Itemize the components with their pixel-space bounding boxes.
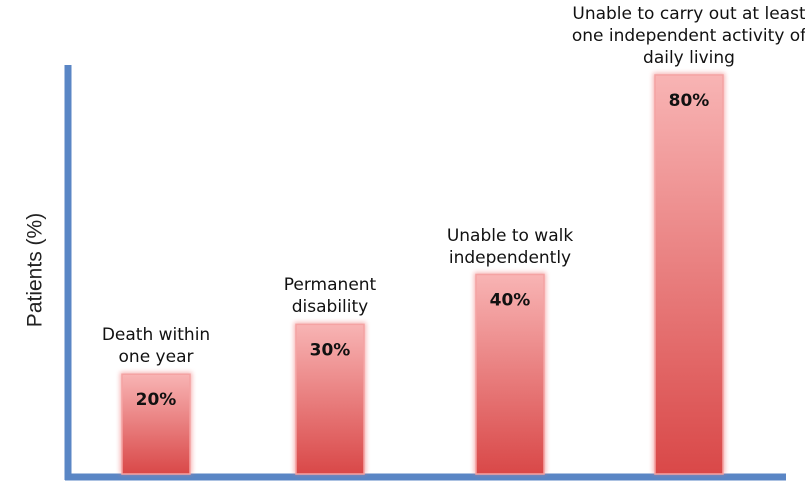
value-label: 40% <box>490 290 531 310</box>
category-label: Permanent disability <box>283 275 377 318</box>
value-label: 20% <box>136 390 177 410</box>
category-label: Unable to carry out at least one indepen… <box>571 3 805 68</box>
bar <box>654 74 724 475</box>
y-axis-label: Patients (%) <box>24 213 47 327</box>
bar <box>475 273 545 475</box>
category-label: Unable to walk independently <box>446 225 574 268</box>
bar <box>295 323 365 475</box>
value-label: 80% <box>669 91 710 111</box>
category-label: Death within one year <box>101 325 211 368</box>
bar <box>121 373 191 475</box>
value-label: 30% <box>310 340 351 360</box>
